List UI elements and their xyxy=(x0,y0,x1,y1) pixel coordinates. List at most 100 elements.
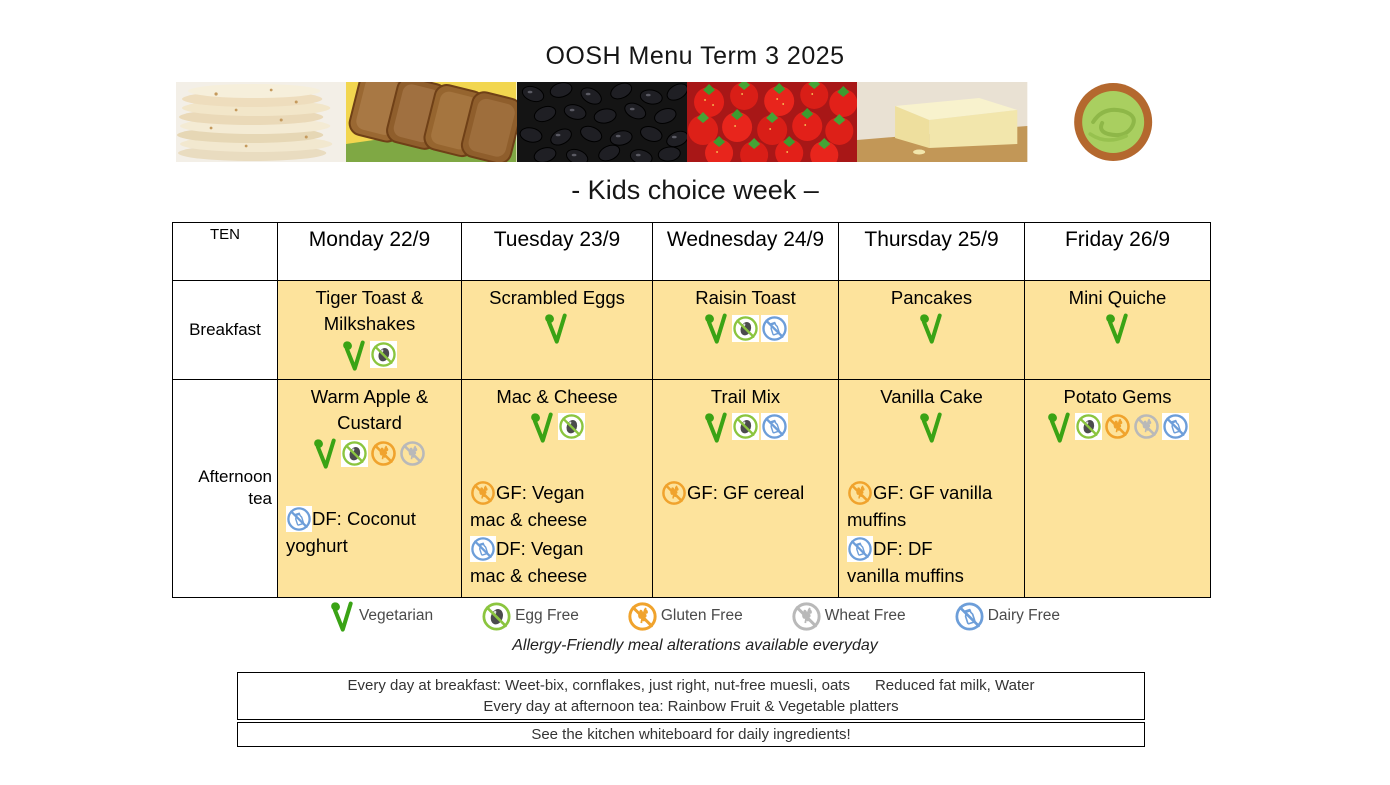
meal-cell-afternoon-monday: Warm Apple & Custard xyxy=(277,378,462,599)
alteration-line: GF: Vegan mac & cheese xyxy=(470,480,644,534)
allergy-note: Allergy-Friendly meal alterations availa… xyxy=(512,637,878,654)
alterations-block: GF: GF cereal xyxy=(661,480,830,507)
vegetarian-icon xyxy=(1047,411,1073,447)
egg-free-icon xyxy=(731,413,759,444)
egg-free-icon xyxy=(557,413,585,444)
diet-icon-row xyxy=(847,312,1016,348)
banner-image-strawberries xyxy=(686,82,858,162)
meal-name: Trail Mix xyxy=(710,385,781,407)
meal-cell-breakfast-friday: Mini Quiche xyxy=(1024,280,1211,380)
alterations-block: GF: GF vanilla muffins DF: DF vanilla mu… xyxy=(847,480,1016,590)
vegetarian-icon xyxy=(704,411,730,447)
wheat-free-icon xyxy=(399,440,426,471)
row-label-afternoon-tea: Afternoon tea xyxy=(172,378,278,599)
diet-icon-row xyxy=(470,312,644,348)
wheat-free-icon xyxy=(1133,413,1160,444)
banner-image-tortilla-stack xyxy=(176,82,347,162)
week-subtitle: - Kids choice week – xyxy=(571,175,819,205)
day-header-monday: Monday 22/9 xyxy=(277,222,462,281)
footer-whiteboard-line: See the kitchen whiteboard for daily ing… xyxy=(531,726,851,743)
vegetarian-icon xyxy=(919,312,945,348)
alteration-text: DF: Vegan mac & cheese xyxy=(470,538,588,587)
alteration-text: GF: Vegan mac & cheese xyxy=(470,481,588,530)
diet-icon-row xyxy=(286,437,453,473)
legend-item-dairy-free: Dairy Free xyxy=(953,600,1061,632)
diet-icon-row xyxy=(470,411,644,447)
diet-icon-row xyxy=(1033,312,1202,348)
vegetarian-icon xyxy=(530,411,556,447)
dairy-free-icon xyxy=(760,413,788,444)
meal-cell-breakfast-tuesday: Scrambled Eggs xyxy=(461,280,653,380)
alterations-block: GF: Vegan mac & cheese DF: Vegan mac & c… xyxy=(470,480,644,590)
legend-label: Wheat Free xyxy=(824,607,906,624)
alteration-text: DF: Coconut yoghurt xyxy=(286,508,416,556)
alteration-text: GF: GF vanilla muffins xyxy=(847,481,993,530)
banner-image-sliced-bread xyxy=(346,82,517,162)
banner-image-guacamole-bowl xyxy=(1027,82,1198,162)
vegetarian-icon xyxy=(919,411,945,447)
egg-free-icon xyxy=(370,341,397,372)
vegetarian-icon xyxy=(1105,312,1131,348)
gluten-free-icon xyxy=(847,480,873,505)
meal-name: Mini Quiche xyxy=(1068,287,1167,308)
egg-free-icon xyxy=(341,439,368,471)
meal-cell-afternoon-tuesday: Mac & Cheese GF: Vegan mac & cheese DF: … xyxy=(461,378,653,599)
legend-item-wheat-free: Wheat Free xyxy=(791,601,906,632)
legend-label: Dairy Free xyxy=(987,607,1061,624)
day-header-friday: Friday 26/9 xyxy=(1024,222,1211,281)
dairy-free-icon xyxy=(286,506,312,533)
meal-name: Tiger Toast & Milkshakes xyxy=(315,287,424,335)
meal-cell-breakfast-thursday: Pancakes xyxy=(838,280,1025,380)
dairy-free-icon xyxy=(470,536,496,563)
gluten-free-icon xyxy=(1104,413,1131,444)
legend-label: Egg Free xyxy=(515,607,579,624)
banner-image-black-beans xyxy=(516,82,687,162)
meal-name: Scrambled Eggs xyxy=(489,287,625,308)
day-header-thursday: Thursday 25/9 xyxy=(838,222,1025,281)
meal-cell-breakfast-wednesday: Raisin Toast xyxy=(652,280,839,380)
banner-image-cheese-block xyxy=(857,82,1028,162)
meal-name: Mac & Cheese xyxy=(496,385,618,407)
diet-icon-row xyxy=(847,411,1016,447)
diet-icon-row xyxy=(286,339,453,375)
alteration-line: DF: Coconut yoghurt xyxy=(286,506,453,560)
gluten-free-icon xyxy=(470,480,496,505)
alterations-block: DF: Coconut yoghurt xyxy=(286,506,453,560)
day-header-wednesday: Wednesday 24/9 xyxy=(652,222,839,281)
meal-name: Pancakes xyxy=(890,287,973,308)
vegetarian-icon xyxy=(544,312,570,348)
footer-breakfast-line: Every day at breakfast: Weet-bix, cornfl… xyxy=(347,677,1035,694)
vegetarian-icon xyxy=(330,600,356,632)
day-header-tuesday: Tuesday 23/9 xyxy=(461,222,653,281)
legend-item-vegetarian: Vegetarian xyxy=(330,600,433,632)
legend-label: Vegetarian xyxy=(358,607,434,624)
alteration-line: GF: GF cereal xyxy=(661,480,830,507)
alteration-text: GF: GF cereal xyxy=(687,481,805,503)
alteration-line: DF: DF vanilla muffins xyxy=(847,536,1016,590)
meal-cell-afternoon-friday: Potato Gems xyxy=(1024,378,1211,599)
egg-free-icon xyxy=(481,600,513,632)
menu-title: OOSH Menu Term 3 2025 xyxy=(545,42,845,70)
meal-cell-afternoon-wednesday: Trail Mix GF: GF cereal xyxy=(652,378,839,599)
dairy-free-icon xyxy=(1161,413,1189,444)
dairy-free-icon xyxy=(847,536,873,563)
vegetarian-icon xyxy=(313,437,339,473)
meal-name: Warm Apple & Custard xyxy=(310,385,429,433)
alteration-line: GF: GF vanilla muffins xyxy=(847,480,1016,534)
legend-item-egg-free: Egg Free xyxy=(481,600,579,632)
footer-afternoon-line: Every day at afternoon tea: Rainbow Frui… xyxy=(483,697,899,715)
alteration-text: DF: DF vanilla muffins xyxy=(847,538,964,587)
legend-row: Vegetarian Egg Free Gluten Free xyxy=(0,600,1390,632)
meal-name: Vanilla Cake xyxy=(880,385,983,407)
food-banner xyxy=(176,82,1198,162)
gluten-free-icon xyxy=(627,601,658,632)
dairy-free-icon xyxy=(953,600,985,632)
corner-cell: TEN xyxy=(172,222,278,281)
meal-name: Raisin Toast xyxy=(695,287,796,308)
row-label-breakfast: Breakfast xyxy=(172,280,278,380)
gluten-free-icon xyxy=(370,440,397,471)
legend-item-gluten-free: Gluten Free xyxy=(627,601,743,632)
footer-everyday-box: Every day at breakfast: Weet-bix, cornfl… xyxy=(237,672,1145,720)
wheat-free-icon xyxy=(791,601,822,632)
